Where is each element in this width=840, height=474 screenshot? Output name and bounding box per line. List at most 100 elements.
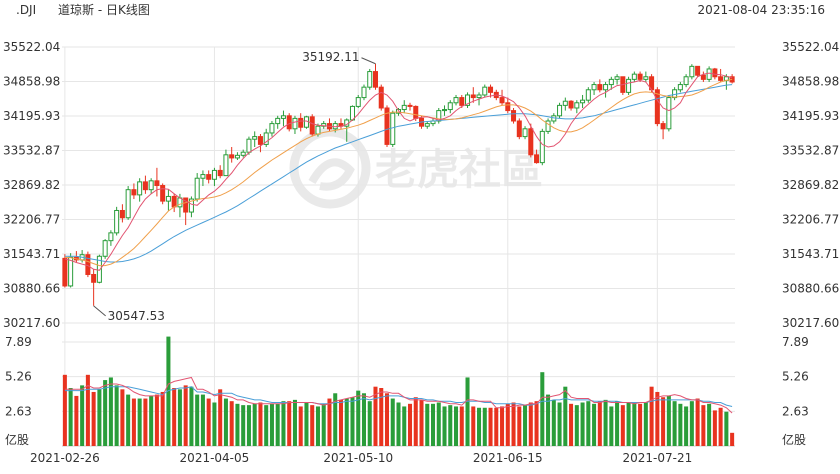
volume-bar bbox=[511, 402, 516, 446]
volume-bar bbox=[137, 398, 142, 446]
candle bbox=[407, 102, 413, 111]
candle-body bbox=[384, 107, 390, 145]
volume-bar bbox=[154, 394, 159, 446]
candle bbox=[298, 113, 304, 132]
volume-bar bbox=[488, 407, 493, 446]
volume-bar bbox=[333, 393, 338, 446]
candle-body bbox=[470, 94, 476, 99]
volume-bar bbox=[471, 406, 476, 446]
volume-bar bbox=[684, 406, 689, 446]
candle bbox=[689, 64, 695, 80]
date-tick-label: 2021-05-10 bbox=[323, 451, 393, 465]
volume-tick-label-left: 7.89 bbox=[5, 335, 32, 349]
symbol-label: .DJI bbox=[16, 3, 36, 17]
candle bbox=[430, 118, 436, 127]
candle-body bbox=[413, 105, 419, 119]
candle bbox=[183, 197, 189, 226]
candle-body bbox=[597, 84, 603, 91]
candle bbox=[223, 149, 229, 177]
volume-bar bbox=[396, 402, 401, 446]
candle-body bbox=[194, 177, 200, 200]
date-axis: 2021-02-26 2021-04-05 2021-05-10 2021-06-15… bbox=[30, 451, 692, 465]
volume-bar bbox=[350, 397, 355, 446]
candle bbox=[528, 123, 534, 158]
volume-bar bbox=[367, 401, 372, 446]
annotations: 35192.11 30547.53 bbox=[93, 50, 376, 323]
volume-unit-right: 亿股 bbox=[782, 432, 806, 447]
candle bbox=[660, 120, 666, 140]
volume-bars bbox=[62, 336, 735, 446]
volume-bar bbox=[327, 398, 332, 446]
volume-bar bbox=[580, 402, 585, 446]
volume-bar bbox=[638, 403, 643, 446]
volume-bar bbox=[131, 398, 136, 446]
price-tick-label-right: 33532.87 bbox=[782, 144, 839, 158]
volume-bar bbox=[695, 398, 700, 446]
volume-bar bbox=[655, 391, 660, 446]
candle-body bbox=[148, 180, 154, 191]
volume-bar bbox=[718, 407, 723, 446]
date-tick-label: 2021-04-05 bbox=[180, 451, 250, 465]
candle bbox=[465, 92, 471, 108]
candle bbox=[263, 128, 269, 148]
candle bbox=[62, 254, 68, 288]
candle-body bbox=[453, 97, 459, 104]
candle-body bbox=[591, 84, 597, 91]
candle-body bbox=[217, 169, 223, 177]
price-tick-label-left: 33532.87 bbox=[3, 144, 60, 158]
volume-bar bbox=[229, 401, 234, 446]
candle bbox=[280, 110, 286, 127]
candle bbox=[729, 74, 735, 84]
volume-ma5-line bbox=[64, 376, 733, 414]
candle bbox=[309, 114, 315, 137]
candle-body bbox=[706, 68, 712, 80]
candle bbox=[442, 105, 448, 116]
candle-body bbox=[488, 86, 494, 93]
candle bbox=[436, 107, 442, 124]
volume-bar bbox=[338, 399, 343, 446]
volume-bar bbox=[321, 403, 326, 446]
candle-body bbox=[223, 154, 229, 177]
volume-bar bbox=[666, 395, 671, 446]
candle-body bbox=[275, 117, 281, 125]
price-ma10-line bbox=[64, 78, 733, 267]
candle-body bbox=[585, 89, 591, 101]
volume-bar bbox=[528, 402, 533, 446]
volume-bar bbox=[540, 372, 545, 446]
candle bbox=[643, 71, 649, 82]
volume-bar bbox=[609, 406, 614, 446]
candle bbox=[591, 81, 597, 95]
volume-bar bbox=[569, 403, 574, 446]
candle-body bbox=[712, 68, 718, 78]
candle bbox=[108, 230, 114, 246]
volume-bar bbox=[235, 403, 240, 446]
candle bbox=[165, 189, 171, 211]
candle-body bbox=[695, 65, 701, 76]
candle-body bbox=[160, 185, 166, 202]
candle bbox=[292, 115, 298, 134]
volume-bar bbox=[551, 399, 556, 446]
volume-bar bbox=[517, 406, 522, 446]
candle-body bbox=[119, 209, 125, 219]
candle bbox=[384, 105, 390, 148]
volume-bar bbox=[430, 403, 436, 446]
volume-bar bbox=[103, 380, 108, 446]
candle-body bbox=[534, 154, 540, 164]
candle bbox=[597, 79, 603, 93]
candle bbox=[321, 120, 327, 129]
candle-body bbox=[557, 104, 563, 117]
candle bbox=[631, 71, 637, 82]
volume-bar bbox=[160, 391, 165, 446]
price-tick-label-left: 32869.82 bbox=[3, 178, 60, 192]
volume-bar bbox=[459, 406, 464, 446]
candle-body bbox=[562, 100, 568, 106]
volume-bar bbox=[74, 395, 79, 446]
volume-bar bbox=[195, 394, 200, 446]
volume-bar bbox=[482, 407, 487, 446]
volume-bar bbox=[258, 402, 263, 446]
volume-bar bbox=[218, 389, 223, 446]
candle-body bbox=[154, 180, 160, 187]
volume-bar bbox=[477, 407, 482, 446]
candle bbox=[217, 165, 223, 179]
